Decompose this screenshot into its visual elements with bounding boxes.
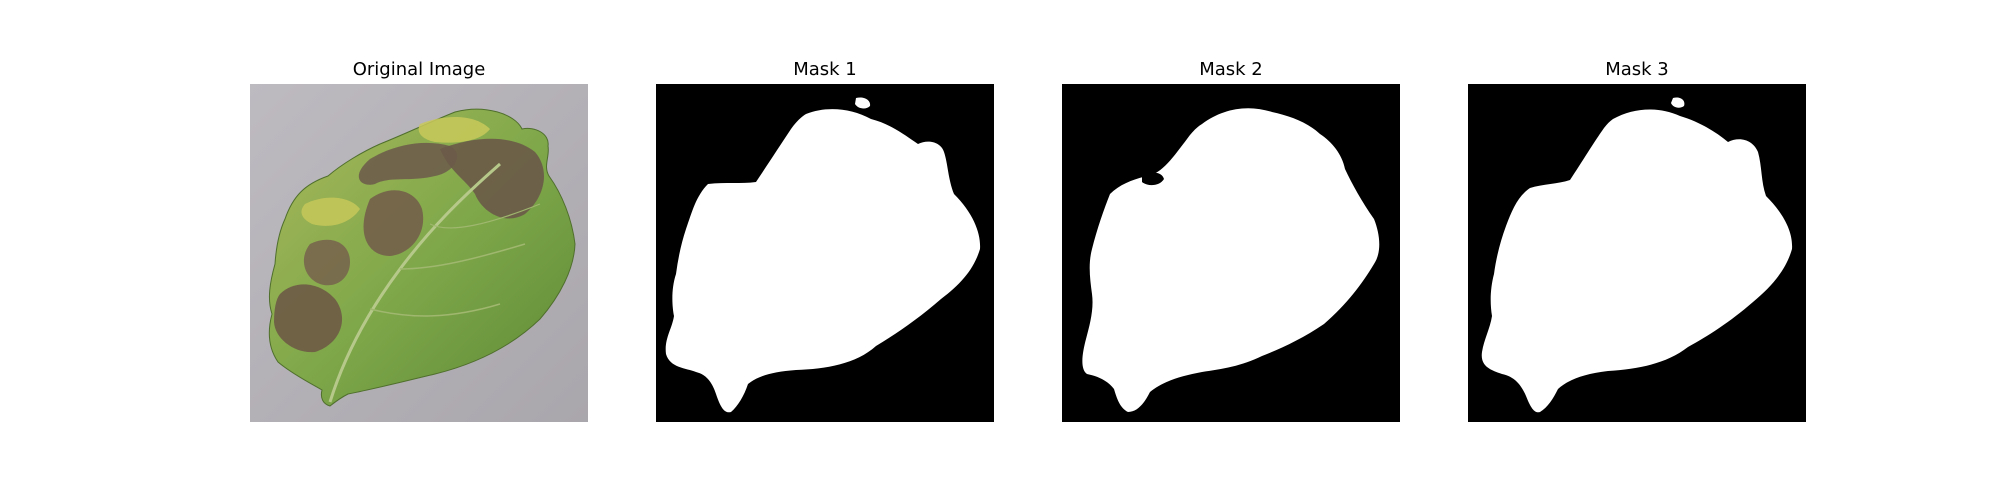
panel-mask-3: Mask 3	[1468, 0, 1806, 500]
mask-2-image	[1062, 84, 1400, 422]
leaf-vein-3	[429, 203, 541, 229]
leaf-vein-1	[399, 243, 526, 270]
panel-title-mask-3: Mask 3	[1605, 59, 1669, 80]
lesion-center	[363, 190, 424, 256]
panel-mask-2: Mask 2	[1062, 0, 1400, 500]
panel-title-mask-1: Mask 1	[793, 59, 857, 80]
original-leaf-image	[250, 84, 588, 422]
panel-original-image: Original Image	[250, 0, 588, 500]
mask-1-top-speck	[855, 97, 871, 109]
lesion-lower-left	[274, 284, 343, 353]
mask-2-hole	[1142, 172, 1164, 186]
mask-3-image	[1468, 84, 1806, 422]
yellow-patch-top	[418, 117, 490, 143]
mask-1-image	[656, 84, 994, 422]
leaf-vein-2	[369, 303, 501, 317]
panel-title-mask-2: Mask 2	[1199, 59, 1263, 80]
yellow-patch-left	[301, 197, 360, 226]
mask-3-region	[1481, 109, 1793, 413]
panel-mask-1: Mask 1	[656, 0, 994, 500]
lesion-upper	[358, 142, 458, 185]
lesion-right	[440, 138, 545, 219]
panel-title-original-image: Original Image	[352, 59, 486, 80]
mask-1-region	[665, 109, 981, 413]
mask-3-top-speck	[1671, 97, 1685, 108]
lesion-mid-left	[303, 239, 350, 286]
